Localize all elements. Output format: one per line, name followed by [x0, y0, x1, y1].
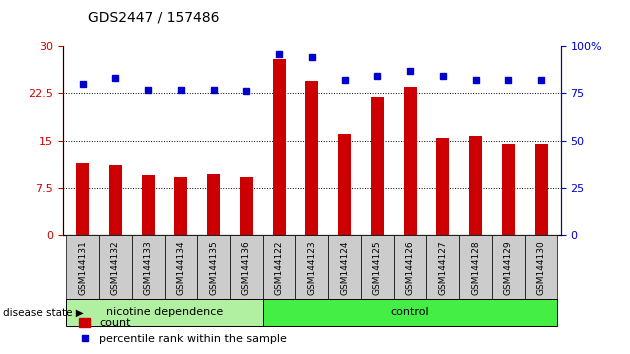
Text: GSM144132: GSM144132: [111, 240, 120, 295]
Text: GSM144126: GSM144126: [406, 240, 415, 295]
Bar: [240, 177, 253, 235]
Text: control: control: [391, 307, 430, 318]
Bar: [469, 136, 482, 235]
Bar: [437, 138, 449, 235]
Bar: [109, 165, 122, 235]
Bar: [306, 81, 318, 235]
Text: GSM144124: GSM144124: [340, 240, 349, 295]
Legend: count, percentile rank within the sample: count, percentile rank within the sample: [75, 314, 292, 348]
Bar: [338, 135, 351, 235]
Bar: [371, 97, 384, 235]
Text: GDS2447 / 157486: GDS2447 / 157486: [88, 11, 220, 25]
Bar: [501, 144, 515, 235]
Text: GSM144134: GSM144134: [176, 240, 185, 295]
Bar: [207, 173, 220, 235]
Text: GSM144135: GSM144135: [209, 240, 218, 295]
Text: GSM144123: GSM144123: [307, 240, 316, 295]
Text: GSM144129: GSM144129: [504, 240, 513, 295]
Text: GSM144122: GSM144122: [275, 240, 284, 295]
Text: GSM144125: GSM144125: [373, 240, 382, 295]
Bar: [273, 59, 285, 235]
Text: GSM144133: GSM144133: [144, 240, 152, 295]
Bar: [534, 144, 547, 235]
Text: GSM144127: GSM144127: [438, 240, 447, 295]
Bar: [142, 176, 155, 235]
Text: disease state ▶: disease state ▶: [3, 307, 84, 318]
Text: GSM144128: GSM144128: [471, 240, 480, 295]
Text: GSM144131: GSM144131: [78, 240, 87, 295]
Text: GSM144130: GSM144130: [537, 240, 546, 295]
Bar: [175, 177, 188, 235]
Bar: [76, 163, 89, 235]
Text: GSM144136: GSM144136: [242, 240, 251, 295]
Bar: [404, 87, 416, 235]
Text: nicotine dependence: nicotine dependence: [106, 307, 223, 318]
